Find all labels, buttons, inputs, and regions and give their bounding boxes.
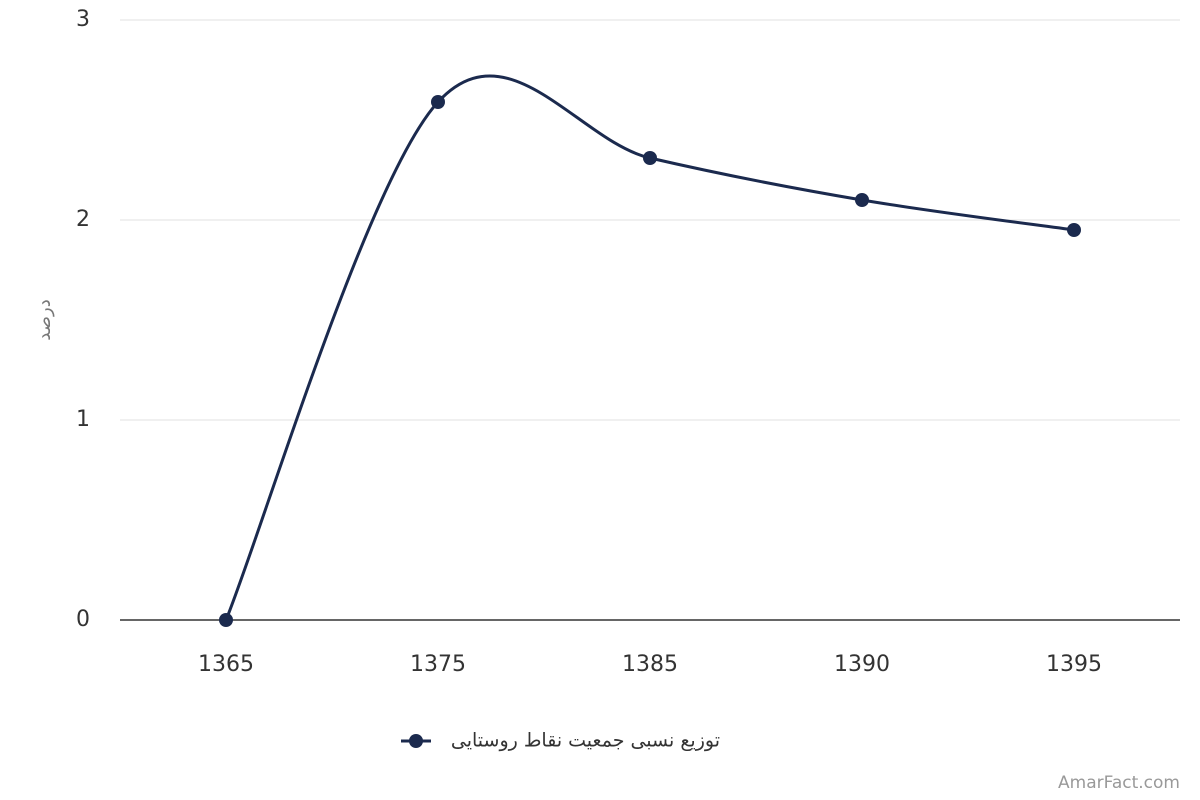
legend-marker [409, 734, 423, 748]
x-tick-label: 1395 [1046, 652, 1102, 677]
point [1067, 223, 1081, 237]
x-tick-label: 1390 [834, 652, 890, 677]
y-tick-label: 3 [76, 7, 90, 32]
legend-label: توزیع نسبی جمعیت نقاط روستایی [451, 730, 720, 752]
x-tick-label: 1375 [410, 652, 466, 677]
point [643, 151, 657, 165]
x-tick-label: 1385 [622, 652, 678, 677]
line [224, 74, 1075, 621]
x-tick-label: 1365 [198, 652, 254, 677]
point [431, 95, 445, 109]
point [219, 613, 233, 627]
y-tick-label: 1 [76, 407, 90, 432]
y-tick-label: 2 [76, 207, 90, 232]
y-tick-label: 0 [76, 607, 90, 632]
watermark: AmarFact.com [1058, 773, 1180, 793]
point [855, 193, 869, 207]
y-axis-label: درصد [34, 299, 55, 340]
